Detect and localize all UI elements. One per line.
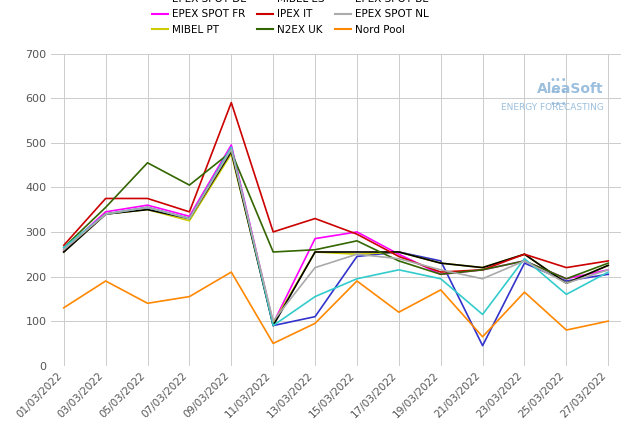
Legend: EPEX SPOT DE, EPEX SPOT FR, MIBEL PT, MIBEL ES, IPEX IT, N2EX UK, EPEX SPOT BE, : EPEX SPOT DE, EPEX SPOT FR, MIBEL PT, MI… [148, 0, 433, 39]
Text: •••
•••
•••: ••• ••• ••• [549, 75, 566, 108]
Text: ENERGY FORECASTING: ENERGY FORECASTING [501, 103, 604, 112]
Text: AleaSoft: AleaSoft [537, 82, 604, 95]
